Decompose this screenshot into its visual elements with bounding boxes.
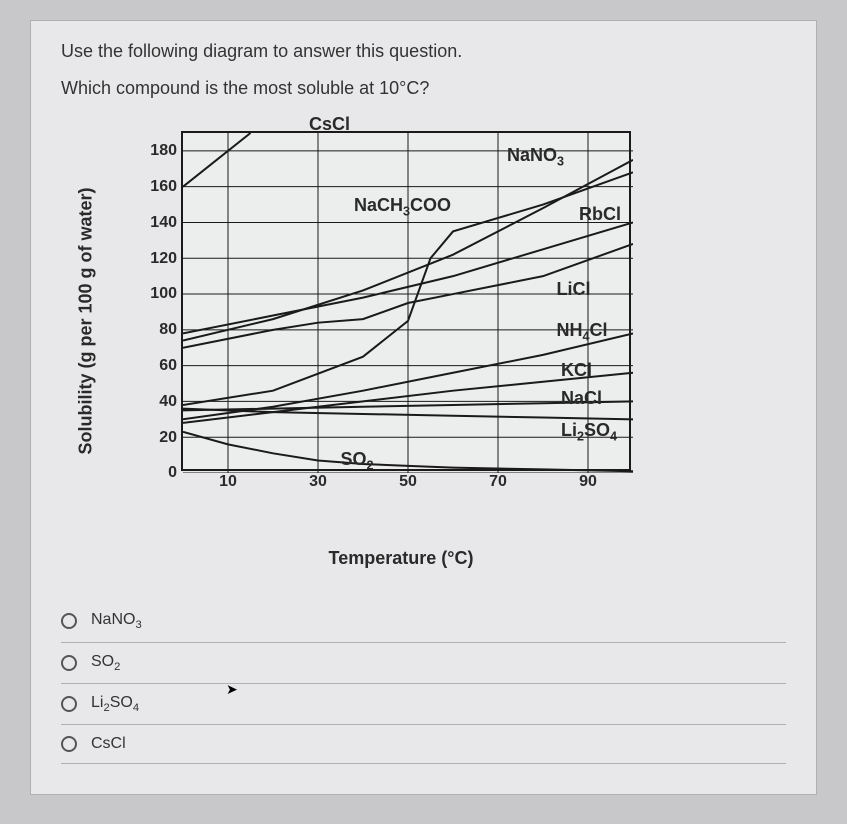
- option-label: SO2: [91, 653, 120, 673]
- radio-icon[interactable]: [61, 736, 77, 752]
- x-tick-label: 70: [489, 473, 507, 491]
- series-label-NaCl: NaCl: [561, 388, 602, 409]
- series-label-NaCH3COO: NaCH3COO: [354, 195, 451, 219]
- radio-icon[interactable]: [61, 696, 77, 712]
- series-label-CsCl: CsCl: [309, 114, 350, 135]
- option-label: NaNO3: [91, 611, 142, 631]
- y-tick-label: 60: [159, 357, 177, 375]
- x-tick-label: 10: [219, 473, 237, 491]
- series-label-SO2: SO2: [341, 449, 374, 473]
- y-tick-label: 100: [150, 285, 177, 303]
- series-label-RbCl: RbCl: [579, 204, 621, 225]
- y-tick-label: 0: [168, 464, 177, 482]
- radio-icon[interactable]: [61, 655, 77, 671]
- option-cscl[interactable]: CsCl: [61, 725, 786, 764]
- option-so2[interactable]: SO2: [61, 643, 786, 684]
- series-label-LiCl: LiCl: [557, 279, 591, 300]
- series-label-NaNO3: NaNO3: [507, 145, 564, 169]
- radio-icon[interactable]: [61, 613, 77, 629]
- series-label-NH4Cl: NH4Cl: [557, 320, 608, 344]
- question-card: Use the following diagram to answer this…: [30, 20, 817, 795]
- y-tick-label: 160: [150, 178, 177, 196]
- solubility-chart: Solubility (g per 100 g of water) 020406…: [141, 121, 661, 521]
- series-label-KCl: KCl: [561, 360, 592, 381]
- y-tick-label: 80: [159, 321, 177, 339]
- series-CsCl: [183, 133, 251, 187]
- question-text-2: Which compound is the most soluble at 10…: [61, 76, 786, 101]
- option-li2so4[interactable]: Li2SO4: [61, 684, 786, 725]
- question-text-1: Use the following diagram to answer this…: [61, 39, 786, 64]
- answer-options: NaNO3 SO2 Li2SO4 CsCl: [61, 601, 786, 764]
- series-label-Li2SO4: Li2SO4: [561, 420, 617, 444]
- option-nano3[interactable]: NaNO3: [61, 601, 786, 642]
- chart-plot-area: 0204060801001201401601801030507090CsClNa…: [181, 131, 631, 471]
- x-tick-label: 90: [579, 473, 597, 491]
- option-label: CsCl: [91, 735, 126, 753]
- x-tick-label: 30: [309, 473, 327, 491]
- y-tick-label: 180: [150, 142, 177, 160]
- y-axis-label: Solubility (g per 100 g of water): [76, 188, 97, 455]
- option-label: Li2SO4: [91, 694, 139, 714]
- x-axis-label: Temperature (°C): [329, 548, 474, 569]
- y-tick-label: 20: [159, 429, 177, 447]
- y-tick-label: 140: [150, 214, 177, 232]
- y-tick-label: 40: [159, 393, 177, 411]
- y-tick-label: 120: [150, 250, 177, 268]
- x-tick-label: 50: [399, 473, 417, 491]
